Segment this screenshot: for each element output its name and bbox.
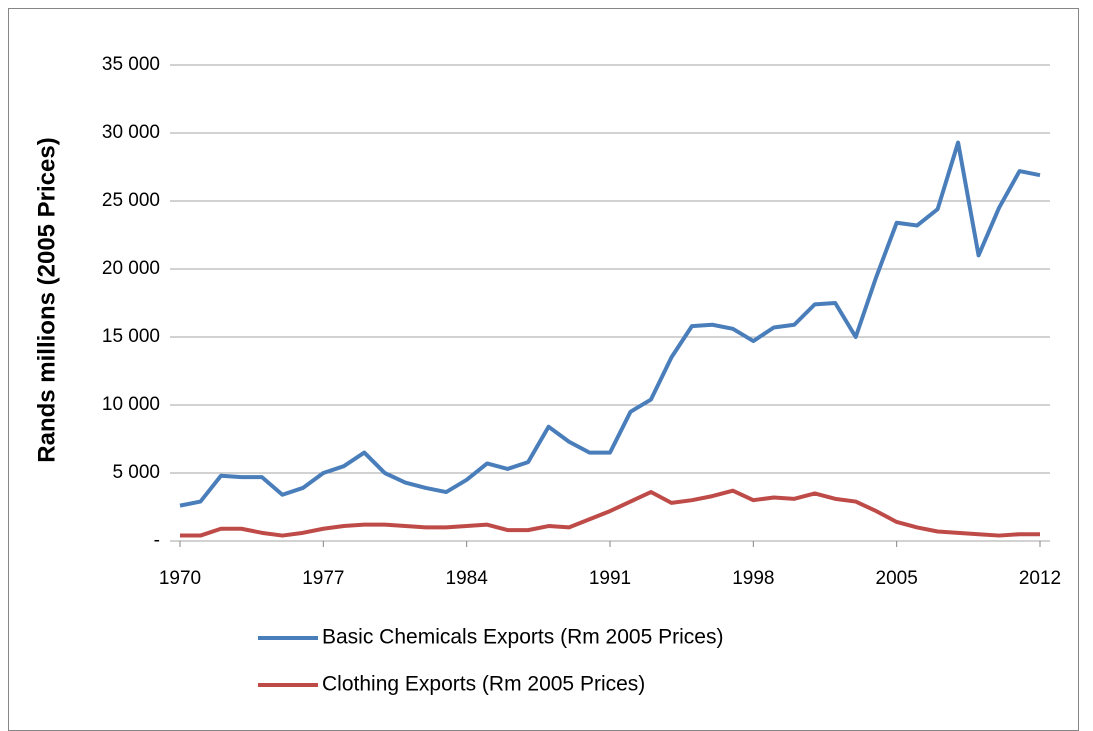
x-tick-label: 2012 bbox=[1019, 568, 1061, 589]
series-line bbox=[179, 140, 1041, 508]
x-tick-label: 1977 bbox=[302, 568, 344, 589]
y-tick-label: 15 000 bbox=[102, 326, 160, 347]
x-tick-label: 1984 bbox=[446, 568, 489, 589]
x-tick-label: 1991 bbox=[589, 568, 631, 589]
chart-frame bbox=[8, 8, 1079, 731]
series-line bbox=[180, 488, 1040, 538]
x-tick-label: 1970 bbox=[159, 568, 201, 589]
legend-label: Basic Chemicals Exports (Rm 2005 Prices) bbox=[322, 626, 723, 649]
y-tick-label: 35 000 bbox=[102, 54, 160, 75]
y-tick-label: - bbox=[154, 530, 160, 551]
y-tick-label: 10 000 bbox=[102, 394, 160, 415]
y-tick-label: 5 000 bbox=[112, 462, 160, 483]
y-tick-label: 25 000 bbox=[102, 190, 160, 211]
x-tick-label: 2005 bbox=[876, 568, 918, 589]
y-tick-label: 30 000 bbox=[102, 122, 160, 143]
x-tick-label: 1998 bbox=[732, 568, 774, 589]
y-tick-label: 20 000 bbox=[102, 258, 160, 279]
legend-label: Clothing Exports (Rm 2005 Prices) bbox=[322, 673, 645, 696]
y-axis-label: Rands millions (2005 Prices) bbox=[33, 137, 60, 462]
